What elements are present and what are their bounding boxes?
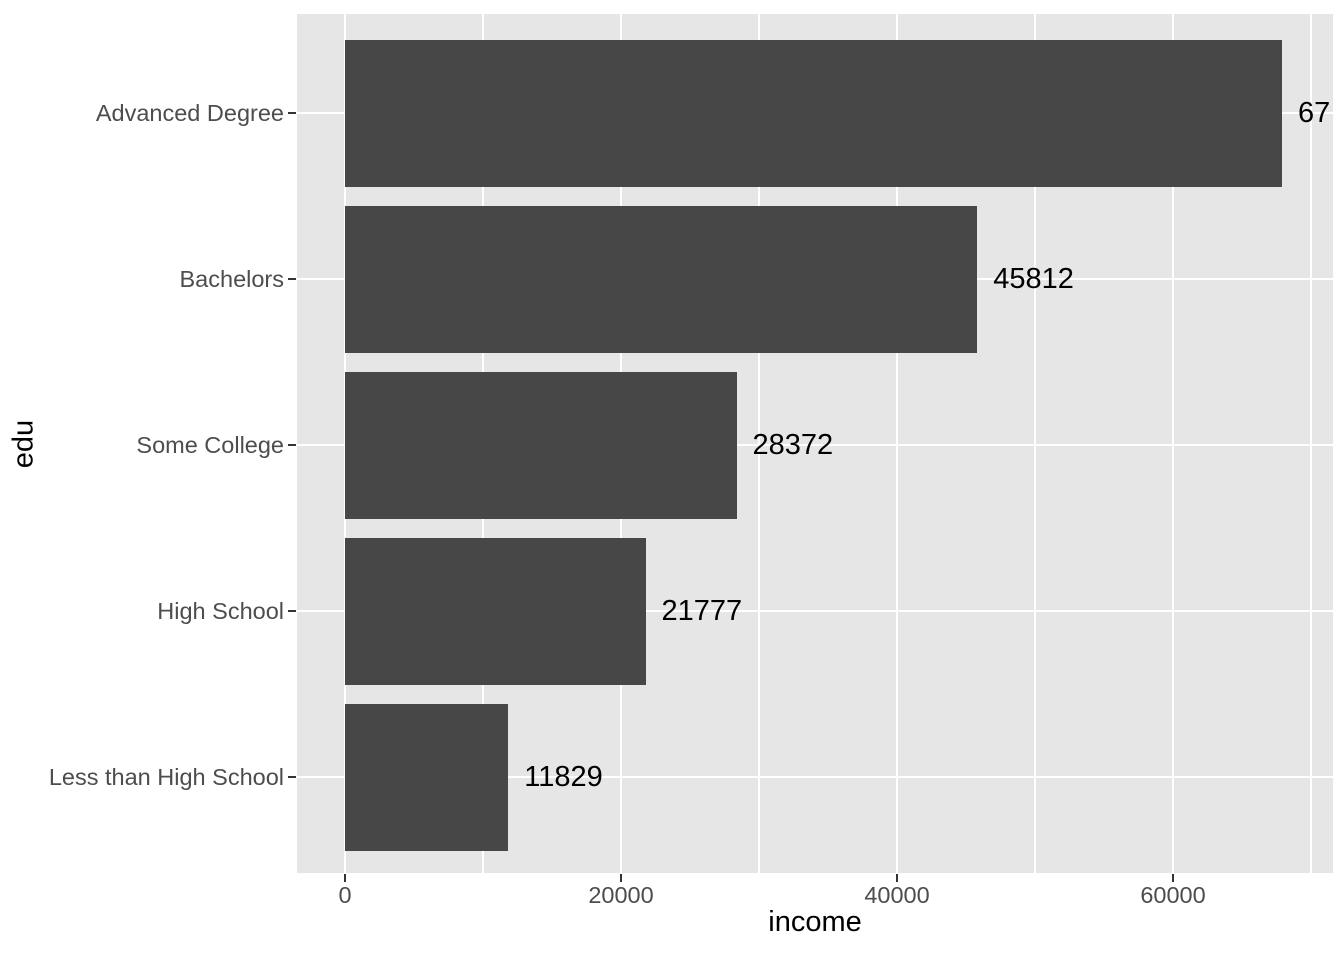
major-gridline-y: [297, 775, 1333, 779]
major-gridline-x: [1171, 14, 1175, 873]
bar-high-school: [345, 537, 646, 685]
y-tick-mark: [288, 111, 296, 115]
y-tick-mark: [288, 277, 296, 281]
bar-value-label: 28372: [752, 429, 834, 461]
major-gridline-y: [297, 609, 1333, 613]
y-tick-mark: [288, 443, 296, 447]
bar-value-label: 45812: [993, 263, 1074, 295]
y-axis-title: edu: [7, 419, 40, 469]
y-tick-mark: [288, 775, 296, 779]
y-axis-label-some-college: Some College: [136, 432, 284, 458]
bar-bachelors: [345, 205, 978, 353]
y-axis-label-advanced-degree: Advanced Degree: [95, 100, 284, 126]
y-axis-label-bachelors: Bachelors: [179, 266, 285, 292]
bar-some-college: [345, 371, 737, 519]
minor-gridline-x: [1034, 14, 1036, 873]
minor-gridline-x: [1310, 14, 1312, 873]
x-axis-title: income: [768, 906, 862, 938]
major-gridline-y: [297, 443, 1333, 447]
x-tick-mark: [1171, 874, 1175, 882]
x-tick-label-40000: 40000: [864, 882, 930, 908]
x-tick-mark: [619, 874, 623, 882]
x-tick-label-60000: 60000: [1140, 882, 1206, 908]
major-gridline-x: [895, 14, 899, 873]
x-tick-mark: [343, 874, 347, 882]
x-tick-mark: [895, 874, 899, 882]
bar-advanced-degree: [345, 39, 1283, 187]
y-axis-label-high-school: High School: [157, 598, 284, 624]
bar-value-label: 67: [1298, 97, 1331, 129]
plot-panel: 67 45812 28372 21777 11829: [297, 14, 1333, 873]
bar-value-label: 21777: [661, 595, 743, 627]
x-tick-label-0: 0: [338, 882, 352, 908]
bar-value-label: 11829: [524, 761, 603, 793]
x-tick-label-20000: 20000: [588, 882, 654, 908]
y-tick-mark: [288, 609, 296, 613]
y-axis-label-less-than-high-school: Less than High School: [48, 764, 284, 790]
minor-gridline-x: [758, 14, 760, 873]
bar-less-than-high-school: [345, 703, 509, 851]
